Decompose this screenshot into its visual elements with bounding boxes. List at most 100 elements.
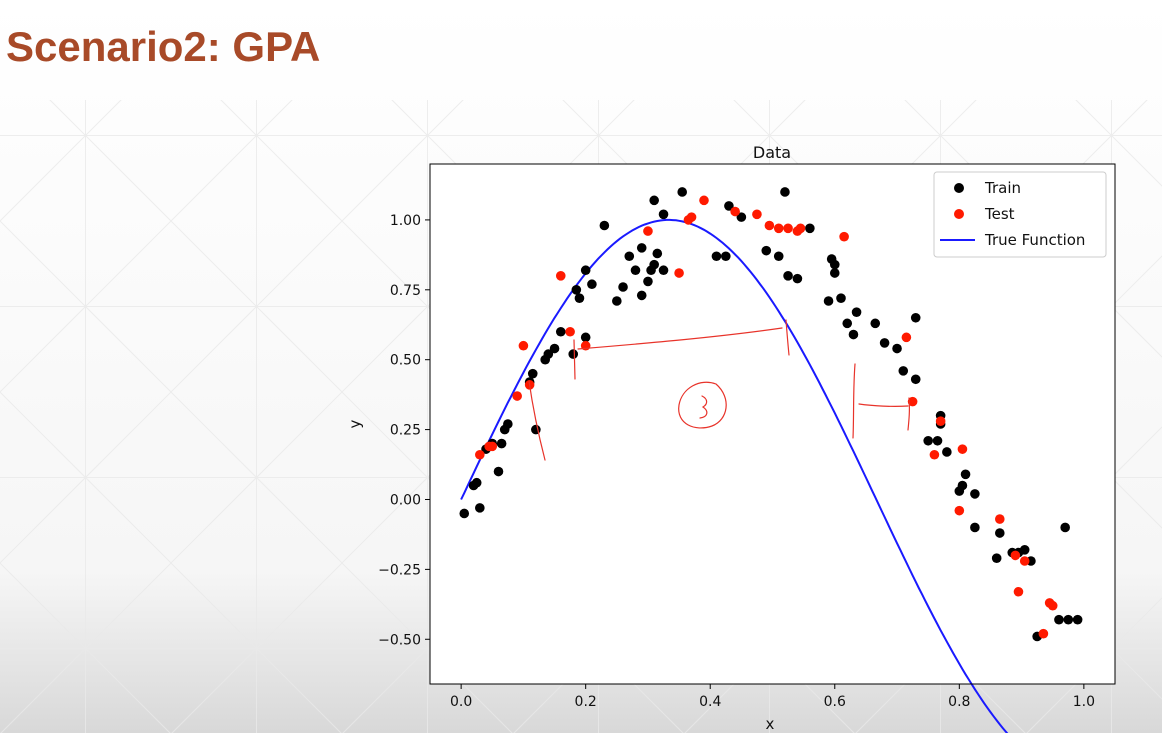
test-point: [907, 396, 918, 407]
test-point: [954, 505, 965, 516]
train-point: [957, 480, 968, 491]
train-point: [879, 338, 890, 348]
train-point: [555, 326, 566, 337]
train-point: [636, 243, 647, 253]
train-point: [531, 424, 541, 435]
y-tick-label: 0.25: [390, 423, 421, 439]
train-point: [527, 368, 538, 379]
test-point: [512, 391, 522, 401]
train-point: [475, 503, 485, 513]
train-point: [836, 293, 846, 303]
legend-frame: [933, 171, 1107, 258]
test-point: [783, 223, 793, 234]
y-tick-label: −0.50: [378, 632, 421, 648]
train-point: [574, 293, 585, 303]
test-point: [1013, 586, 1024, 597]
test-point: [1019, 556, 1030, 566]
x-tick-label: 0.2: [575, 694, 597, 710]
train-point: [630, 265, 641, 276]
train-point: [649, 259, 659, 270]
chart-title: Data: [753, 143, 791, 162]
train-point: [711, 251, 722, 262]
test-point: [565, 326, 575, 337]
y-tick-label: 0.00: [390, 492, 421, 508]
true-function-line: [460, 218, 1009, 733]
train-point: [720, 251, 731, 262]
test-point: [518, 340, 529, 351]
test-point: [901, 332, 912, 343]
train-point: [599, 220, 610, 231]
train-point: [823, 296, 834, 306]
test-point: [839, 231, 849, 242]
test-point: [643, 226, 653, 236]
train-point: [1060, 522, 1070, 533]
train-point: [932, 435, 943, 446]
train-point: [923, 435, 933, 446]
train-point: [910, 374, 921, 385]
annotation-bracket-left: [528, 380, 546, 461]
x-tick-label: 1.0: [1073, 694, 1095, 710]
train-point: [612, 296, 622, 306]
train-point: [1063, 614, 1074, 625]
train-point: [780, 187, 790, 197]
handwritten-annotations: [528, 319, 911, 461]
legend-marker-train: [954, 183, 964, 193]
train-point: [1072, 614, 1083, 625]
y-axis-label: y: [346, 419, 364, 428]
test-point: [1010, 550, 1021, 561]
train-point: [652, 248, 663, 259]
train-point: [493, 466, 504, 477]
test-point: [699, 195, 709, 206]
legend-label-test: Test: [984, 205, 1015, 223]
train-point: [761, 245, 772, 256]
train-point: [658, 209, 669, 220]
train-point: [549, 343, 560, 354]
train-point: [459, 508, 470, 519]
test-point: [1047, 600, 1058, 611]
train-point: [1054, 614, 1064, 625]
train-point: [783, 271, 793, 281]
train-point: [870, 318, 881, 329]
test-point: [957, 444, 968, 454]
train-point: [829, 259, 840, 270]
train-point: [496, 438, 507, 449]
train-point: [571, 285, 582, 295]
x-axis-label: x: [766, 715, 775, 733]
train-point: [910, 312, 921, 323]
train-point: [942, 447, 952, 457]
test-point: [994, 514, 1005, 524]
train-point: [851, 307, 862, 317]
x-tick-label: 0.8: [948, 694, 970, 710]
train-point: [643, 276, 653, 287]
train-point: [892, 343, 902, 354]
train-point: [842, 318, 853, 329]
train-point: [773, 251, 784, 262]
train-point: [829, 268, 840, 278]
x-tick-label: 0.0: [450, 694, 472, 710]
y-tick-label: 1.00: [390, 213, 421, 229]
train-point: [587, 279, 597, 290]
x-tick-label: 0.6: [824, 694, 846, 710]
train-point: [898, 366, 909, 376]
train-point: [848, 329, 859, 340]
x-tick-label: 0.4: [699, 694, 721, 710]
train-point: [624, 251, 635, 262]
train-point: [503, 419, 513, 429]
train-point: [1019, 545, 1030, 555]
train-point: [580, 332, 591, 343]
train-point: [580, 265, 591, 276]
annotation-bracket-span: [573, 319, 790, 380]
train-point: [543, 349, 554, 359]
train-point: [618, 282, 628, 292]
y-tick-label: 0.75: [390, 283, 421, 299]
legend-label-true-function: True Function: [984, 231, 1085, 249]
train-point: [991, 553, 1002, 563]
train-point: [736, 212, 747, 222]
train-point: [724, 201, 734, 211]
test-point: [935, 416, 946, 427]
test-point: [773, 223, 784, 234]
legend-label-train: Train: [984, 179, 1021, 197]
test-point: [730, 206, 740, 217]
test-point: [764, 220, 775, 231]
